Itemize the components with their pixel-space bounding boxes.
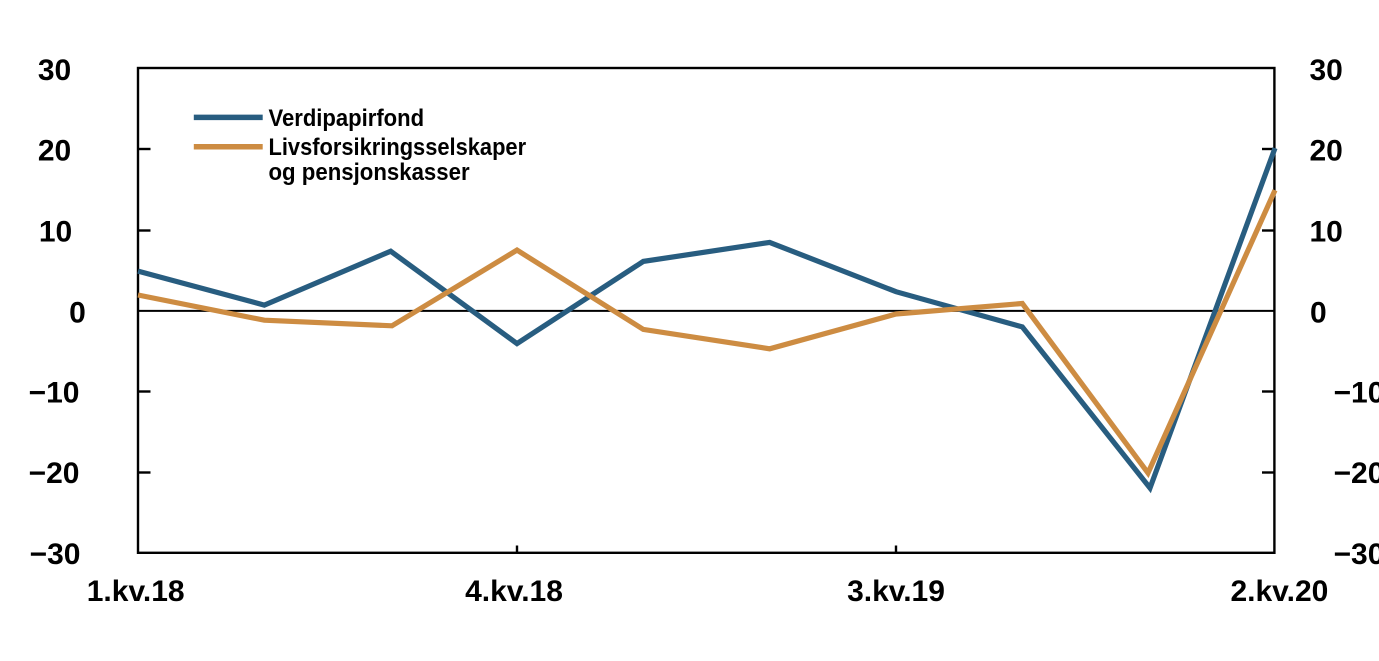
svg-text:−10: −10	[1334, 377, 1379, 410]
svg-text:10: 10	[1310, 216, 1343, 249]
svg-text:−30: −30	[1334, 538, 1379, 571]
svg-text:10: 10	[39, 216, 72, 249]
svg-text:−10: −10	[29, 377, 80, 410]
svg-text:0: 0	[69, 297, 86, 330]
svg-text:20: 20	[1310, 135, 1343, 168]
svg-text:20: 20	[38, 135, 71, 168]
svg-text:3.kv.19: 3.kv.19	[847, 575, 945, 608]
svg-text:Verdipapirfond: Verdipapirfond	[269, 105, 425, 132]
svg-text:1.kv.18: 1.kv.18	[87, 575, 185, 608]
svg-text:−20: −20	[29, 457, 80, 490]
svg-text:4.kv.18: 4.kv.18	[465, 575, 563, 608]
svg-text:2.kv.20: 2.kv.20	[1230, 575, 1328, 608]
svg-text:30: 30	[38, 54, 71, 87]
svg-text:Livsforsikringsselskaper: Livsforsikringsselskaper	[269, 134, 527, 161]
svg-text:0: 0	[1310, 297, 1327, 330]
svg-text:−30: −30	[30, 538, 81, 571]
svg-text:30: 30	[1310, 54, 1343, 87]
svg-text:−20: −20	[1334, 457, 1379, 490]
svg-text:og pensjonskasser: og pensjonskasser	[269, 159, 470, 186]
